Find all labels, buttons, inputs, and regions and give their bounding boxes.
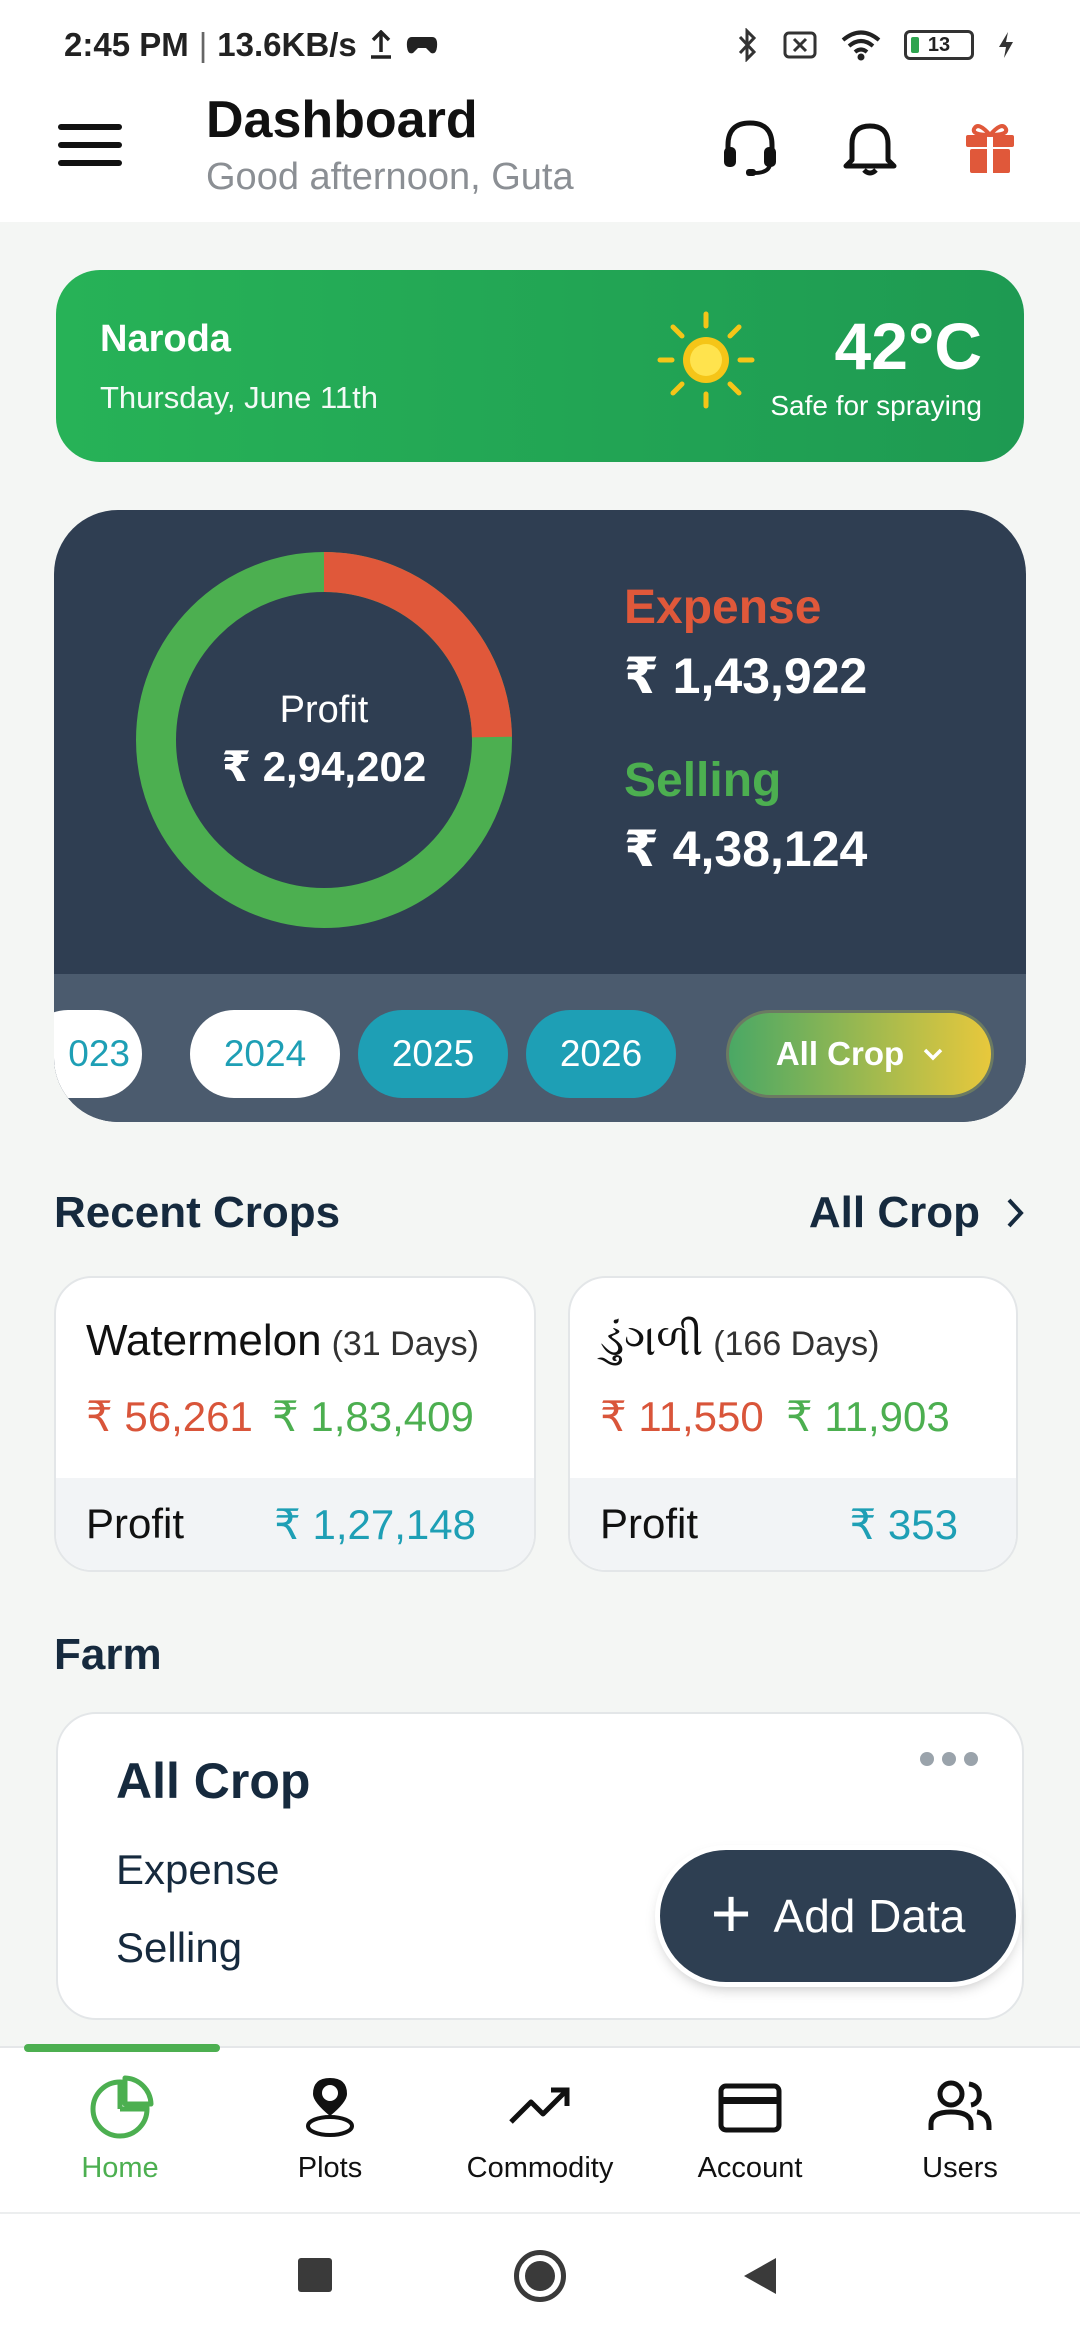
sun-icon bbox=[657, 311, 755, 409]
year-chip[interactable]: 2024 bbox=[190, 1010, 340, 1098]
crop-filter-button[interactable]: All Crop bbox=[726, 1010, 994, 1098]
active-tab-indicator bbox=[24, 2044, 220, 2052]
nav-commodity[interactable]: Commodity bbox=[450, 2072, 630, 2185]
year-chip[interactable]: 2026 bbox=[526, 1010, 676, 1098]
weather-location: Naroda bbox=[100, 318, 231, 360]
add-data-button[interactable]: + Add Data bbox=[660, 1850, 1016, 1982]
greeting: Good afternoon, Guta bbox=[206, 156, 574, 198]
menu-icon[interactable] bbox=[58, 120, 122, 170]
selling-label: Selling bbox=[624, 754, 782, 807]
crop-days: (166 Days) bbox=[713, 1325, 880, 1363]
nav-home[interactable]: Home bbox=[30, 2072, 210, 2185]
notification-bell-icon[interactable] bbox=[835, 112, 905, 182]
system-navigation-bar bbox=[0, 2212, 1080, 2340]
year-chip[interactable]: 2025 bbox=[358, 1010, 508, 1098]
app-header: Dashboard Good afternoon, Guta bbox=[0, 90, 1080, 222]
nav-plots[interactable]: Plots bbox=[240, 2072, 420, 2185]
card-icon bbox=[718, 2083, 782, 2133]
crop-selling: ₹ 1,83,409 bbox=[272, 1393, 474, 1440]
home-button[interactable] bbox=[514, 2250, 566, 2302]
weather-temperature: 42°C bbox=[834, 309, 982, 383]
crop-card[interactable]: Watermelon (31 Days) ₹ 56,261 ₹ 1,83,409 … bbox=[54, 1276, 536, 1572]
year-filter-bar: 023 2024 2025 2026 All Crop bbox=[54, 974, 1026, 1122]
farm-selling-label: Selling bbox=[116, 1924, 243, 1971]
profit-value: ₹ 2,94,202 bbox=[221, 743, 427, 790]
selling-value: ₹ 4,38,124 bbox=[624, 821, 868, 877]
all-crop-link[interactable]: All Crop bbox=[809, 1188, 1024, 1238]
weather-card[interactable]: Naroda Thursday, June 11th 42°C Safe for… bbox=[56, 270, 1024, 462]
crop-expense: ₹ 56,261 bbox=[86, 1393, 253, 1440]
pie-chart-icon bbox=[90, 2075, 154, 2139]
crop-name: Watermelon bbox=[86, 1316, 322, 1365]
chevron-down-icon bbox=[923, 1048, 943, 1061]
back-button[interactable] bbox=[742, 2256, 778, 2296]
bluetooth-icon bbox=[738, 28, 757, 62]
location-pin-icon bbox=[306, 2078, 354, 2137]
nav-users[interactable]: Users bbox=[870, 2072, 1050, 2185]
gamepad-icon bbox=[406, 37, 437, 54]
recent-crops-title: Recent Crops bbox=[54, 1188, 341, 1237]
weather-date: Thursday, June 11th bbox=[100, 380, 379, 415]
donut-expense-arc bbox=[136, 552, 512, 928]
crop-name: ડુંગળી bbox=[600, 1316, 704, 1365]
upload-icon bbox=[370, 30, 391, 59]
farm-expense-label: Expense bbox=[116, 1846, 280, 1893]
farm-section-title: Farm bbox=[54, 1630, 162, 1679]
crop-profit-value: ₹ 1,27,148 bbox=[274, 1501, 476, 1548]
year-chip[interactable]: 023 bbox=[54, 1010, 142, 1098]
charging-icon bbox=[999, 32, 1013, 58]
users-icon bbox=[928, 2080, 992, 2130]
profit-label: Profit bbox=[279, 689, 369, 731]
more-options-icon[interactable] bbox=[920, 1752, 978, 1766]
battery-indicator: 13 bbox=[904, 30, 974, 60]
weather-spray-note: Safe for spraying bbox=[770, 390, 982, 421]
status-time: 2:45 PM bbox=[64, 26, 189, 63]
expense-value: ₹ 1,43,922 bbox=[624, 648, 868, 704]
chevron-right-icon bbox=[1007, 1198, 1024, 1228]
profit-donut-chart bbox=[136, 552, 512, 928]
headset-icon[interactable] bbox=[715, 112, 785, 182]
nav-account[interactable]: Account bbox=[660, 2072, 840, 2185]
recents-button[interactable] bbox=[298, 2258, 332, 2292]
crop-selling: ₹ 11,903 bbox=[786, 1393, 950, 1440]
crop-profit-label: Profit bbox=[600, 1500, 699, 1547]
crop-expense: ₹ 11,550 bbox=[600, 1393, 764, 1440]
status-bar: 2:45 PM | 13.6KB/s 13 bbox=[0, 0, 1080, 90]
status-net-speed: 13.6KB/s bbox=[217, 26, 357, 63]
sim-off-icon bbox=[783, 31, 817, 59]
bottom-navigation: Home Plots Commodity Account Users bbox=[0, 2044, 1080, 2212]
plus-icon: + bbox=[710, 1874, 752, 1952]
crop-profit-value: ₹ 353 bbox=[849, 1501, 958, 1548]
crop-days: (31 Days) bbox=[331, 1325, 479, 1363]
crop-profit-label: Profit bbox=[86, 1500, 185, 1547]
page-title: Dashboard bbox=[206, 91, 478, 149]
gift-icon[interactable] bbox=[955, 112, 1025, 182]
crop-card[interactable]: ડુંગળી (166 Days) ₹ 11,550 ₹ 11,903 Profi… bbox=[568, 1276, 1018, 1572]
trending-up-icon bbox=[509, 2087, 570, 2124]
wifi-icon bbox=[841, 30, 881, 61]
profit-summary-card: Profit ₹ 2,94,202 Expense ₹ 1,43,922 Sel… bbox=[54, 510, 1026, 1122]
expense-label: Expense bbox=[624, 581, 822, 634]
farm-card-title: All Crop bbox=[116, 1753, 311, 1809]
